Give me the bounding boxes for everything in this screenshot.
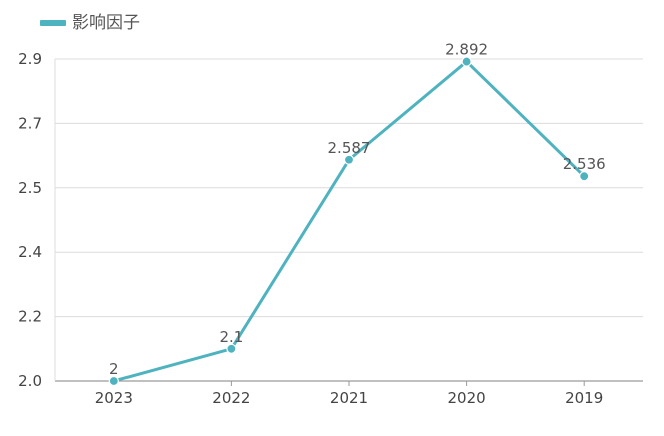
data-point [461, 56, 472, 67]
y-tick-label: 2.2 [18, 308, 42, 326]
y-tick-label: 2.7 [18, 114, 42, 132]
data-point [226, 343, 237, 354]
data-point [343, 154, 355, 165]
y-tick-label: 2.9 [18, 50, 42, 68]
y-tick-label: 2.4 [18, 243, 42, 261]
data-label: 2.1 [219, 328, 243, 346]
x-tick-label: 2020 [448, 389, 486, 407]
y-tick-label: 2.5 [18, 179, 42, 197]
legend[interactable]: 影响因子 [40, 10, 140, 36]
data-label: 2.536 [563, 155, 606, 173]
x-tick-label: 2023 [95, 389, 133, 407]
data-label: 2.892 [445, 41, 488, 59]
data-point [579, 171, 590, 182]
data-label: 2 [109, 360, 119, 378]
data-label: 2.587 [328, 139, 371, 157]
series-line [112, 60, 586, 383]
y-tick-label: 2.0 [18, 372, 42, 390]
x-tick-label: 2019 [565, 389, 603, 407]
legend-swatch [40, 20, 66, 26]
legend-label: 影响因子 [72, 13, 140, 33]
x-tick-label: 2022 [212, 389, 250, 407]
data-point [108, 375, 119, 387]
x-tick-label: 2021 [330, 389, 368, 407]
